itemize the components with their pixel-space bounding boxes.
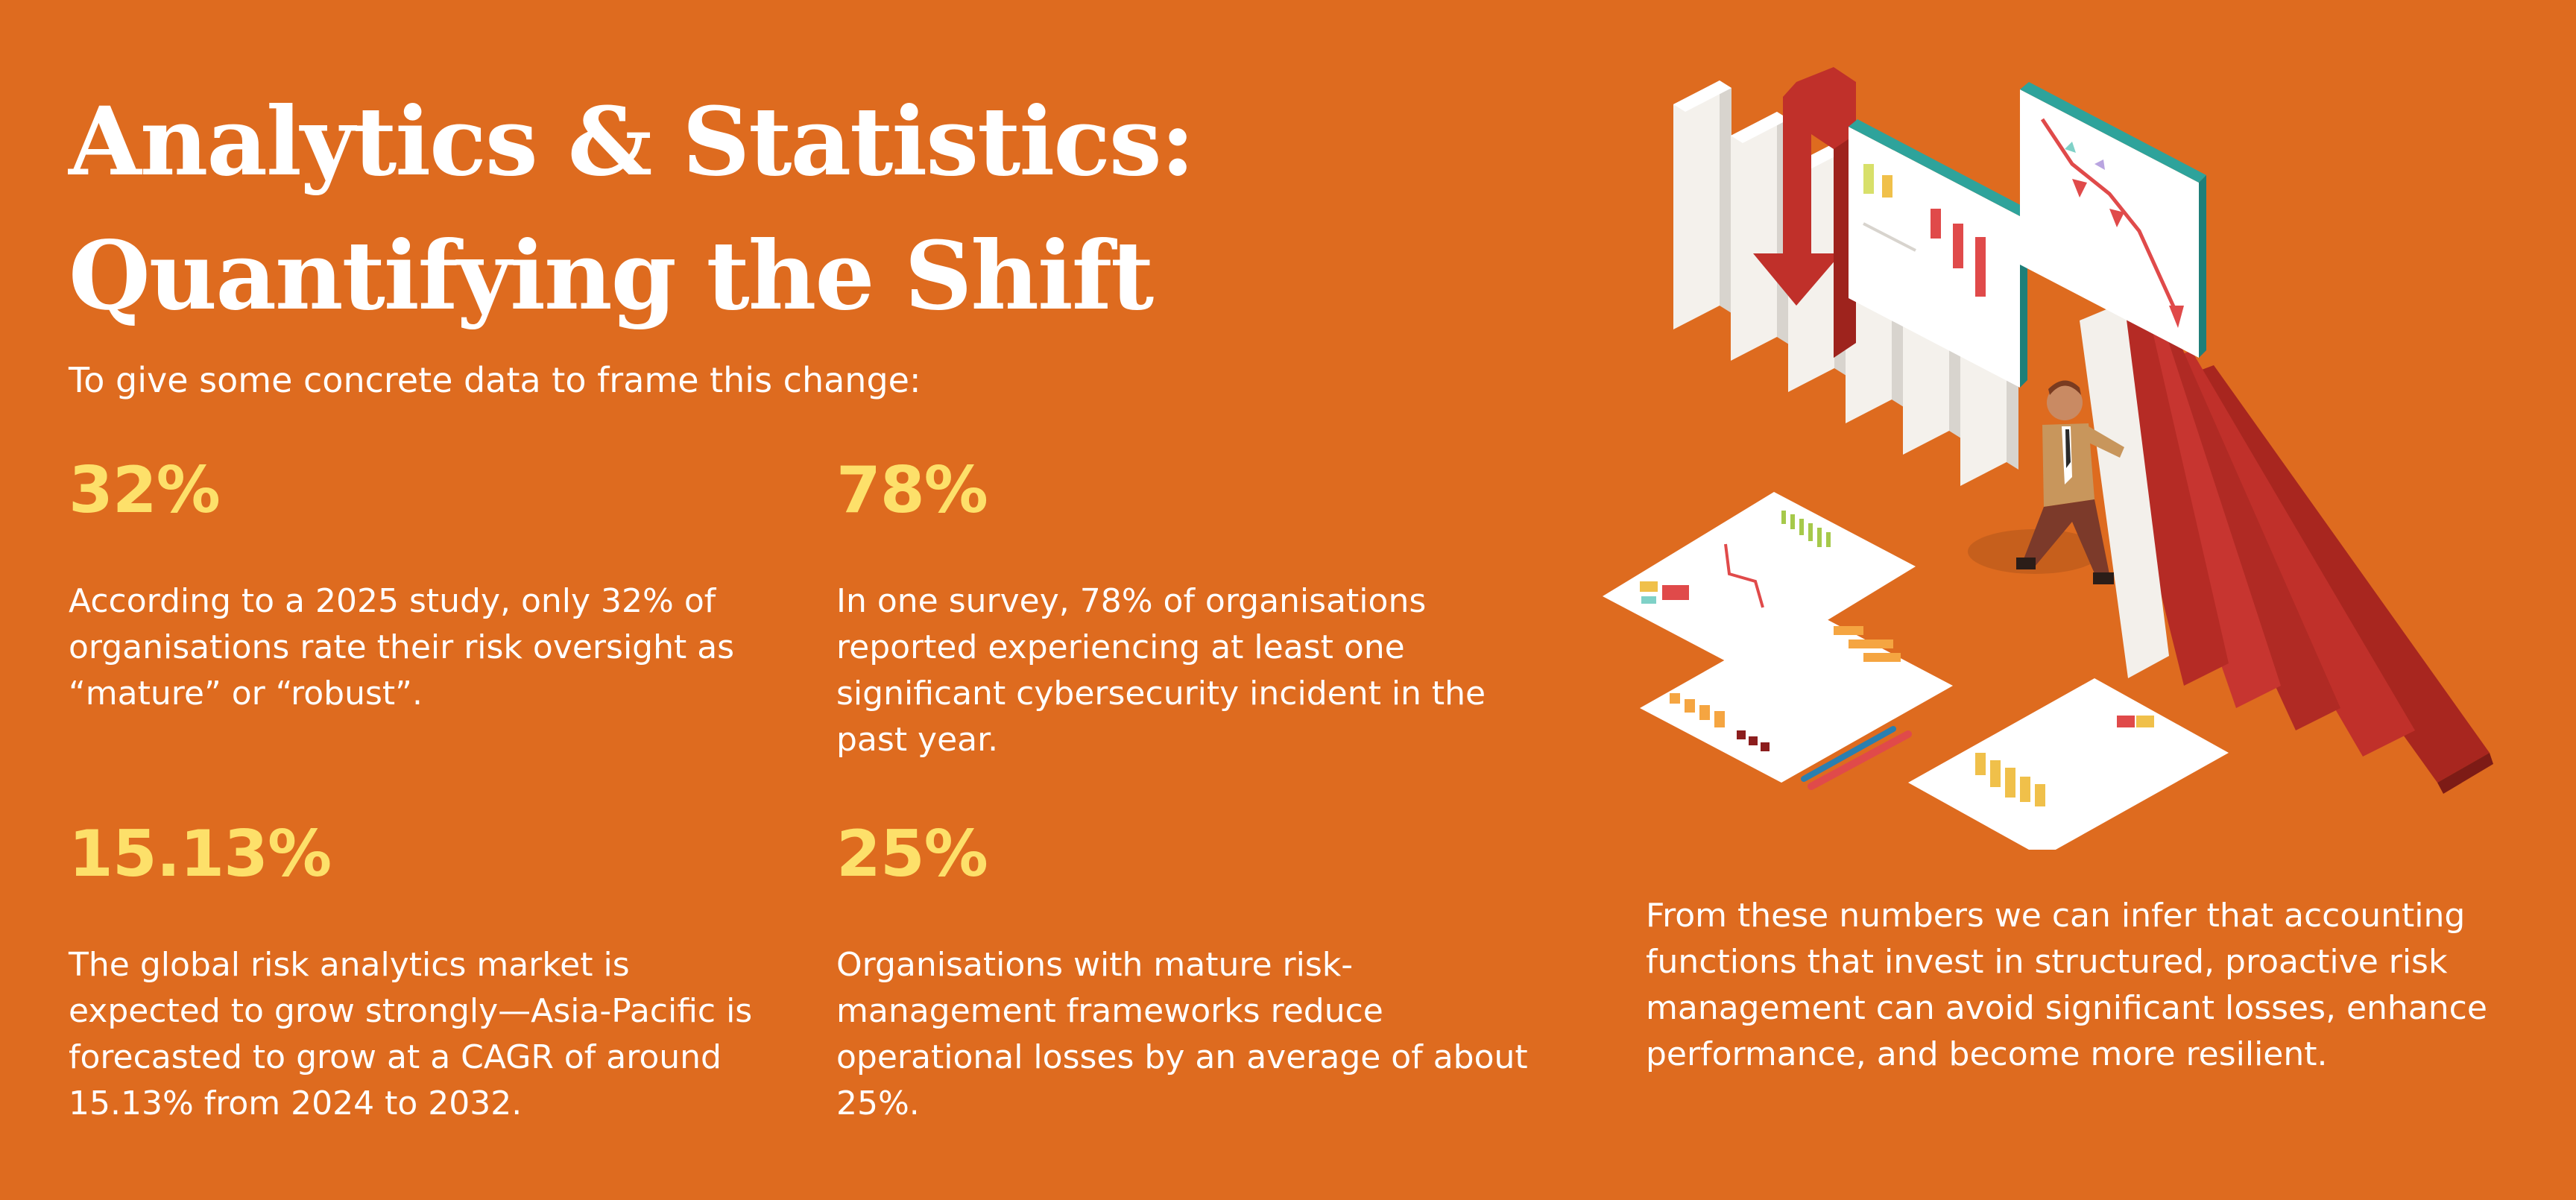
page-title: Analytics & Statistics: Quantifying the … [69,86,1195,331]
stat-value: 25% [836,817,988,891]
businessman-figure [1968,380,2124,584]
stat-description: In one survey, 78% of organisations repo… [836,582,1486,759]
stat-block-25: 25% Organisations with mature risk-manag… [836,809,1530,1127]
stat-value: 32% [69,453,221,528]
stat-description: The global risk analytics market is expe… [69,946,753,1122]
stat-description: According to a 2025 study, only 32% of o… [69,582,735,713]
stat-description: Organisations with mature risk-managemen… [836,946,1528,1122]
chart-board-right [2020,82,2206,358]
intro-text: To give some concrete data to frame this… [69,360,921,400]
stat-value: 15.13% [69,817,332,891]
stat-block-15: 15.13% The global risk analytics market … [69,809,762,1127]
falling-red-dominoes [2080,302,2493,794]
report-papers [1603,492,2229,850]
stat-value: 78% [836,453,988,528]
dominoes-illustration [1603,67,2493,850]
stat-block-78: 78% In one survey, 78% of organisations … [836,446,1530,763]
stat-block-32: 32% According to a 2025 study, only 32% … [69,446,762,717]
conclusion-text: From these numbers we can infer that acc… [1646,897,2487,1073]
